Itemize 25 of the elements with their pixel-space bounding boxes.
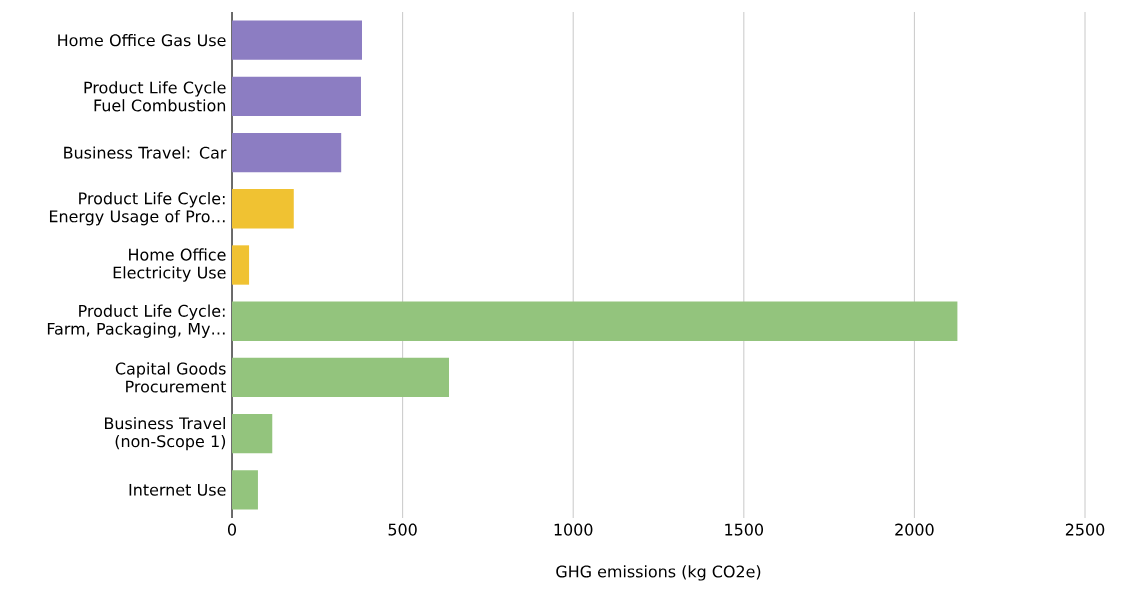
- y-tick-label: Home Office Gas Use: [58, 33, 226, 47]
- y-tick-label: Internet Use: [129, 483, 226, 496]
- x-tick-label: 500: [388, 523, 417, 536]
- x-tick-label: 2000: [895, 523, 934, 536]
- x-tick-label: 1000: [554, 523, 593, 536]
- y-tick-label: Home Office Electricity Use: [113, 248, 226, 282]
- x-tick-label: 0: [227, 523, 237, 536]
- y-tick-label: Capital Goods Procurement: [115, 362, 227, 393]
- bar: [232, 357, 450, 398]
- bar: [232, 245, 250, 285]
- y-tick-label: Product Life Cycle: Farm, Packaging, My…: [47, 304, 225, 338]
- bar: [232, 189, 294, 229]
- bar: [232, 76, 361, 117]
- x-tick-label: 1500: [725, 523, 764, 536]
- bar: [232, 132, 342, 173]
- y-tick-label: Product Life Cycle Fuel Combustion: [84, 81, 226, 112]
- y-tick-label: Business Travel (non-Scope 1): [105, 416, 226, 451]
- x-axis-title: GHG emissions (kg CO2e): [556, 565, 761, 581]
- bar: [232, 301, 958, 341]
- bar: [232, 20, 363, 60]
- x-tick-label: 2500: [1065, 523, 1105, 536]
- y-tick-label: Product Life Cycle: Energy Usage of Pro…: [49, 192, 225, 226]
- bar: [232, 470, 258, 510]
- bar: [232, 413, 273, 454]
- y-tick-label: Business Travel: Car: [64, 146, 227, 159]
